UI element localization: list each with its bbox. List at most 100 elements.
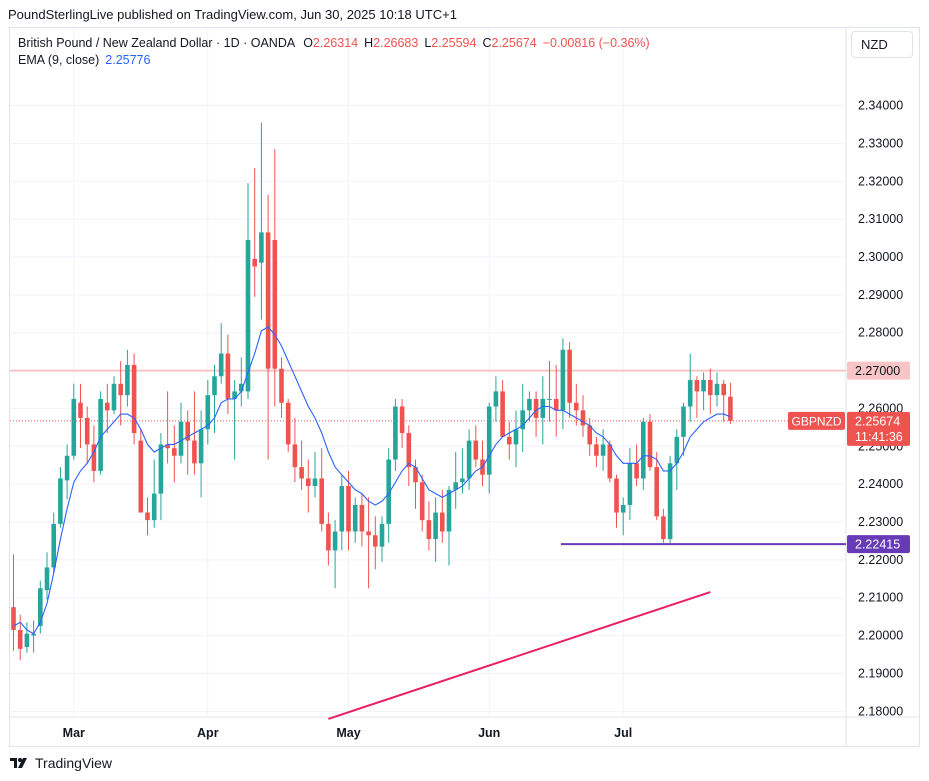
candle-body: [178, 421, 184, 456]
candle: [225, 334, 231, 415]
candle-body: [212, 376, 217, 396]
candle: [232, 380, 237, 460]
candle: [245, 183, 251, 399]
candle-body: [413, 467, 418, 483]
candle: [540, 376, 546, 445]
candle-body: [647, 421, 653, 468]
candle-body: [64, 455, 70, 481]
candle: [279, 357, 284, 418]
candle: [31, 620, 36, 653]
candle-body: [265, 232, 271, 369]
candle-body: [560, 349, 566, 411]
candle: [607, 440, 613, 483]
candle-body: [172, 448, 177, 456]
candle-body: [674, 436, 680, 464]
candle: [158, 433, 164, 521]
candle-body: [51, 523, 56, 568]
candle-body: [259, 232, 264, 263]
y-tick-label: 2.20000: [858, 629, 903, 643]
candle: [24, 622, 30, 653]
candle-body: [426, 520, 432, 540]
candle: [78, 383, 83, 449]
candle: [587, 417, 592, 456]
candle-body: [346, 486, 351, 532]
tradingview-logo[interactable]: TradingView: [10, 755, 112, 771]
candle: [165, 391, 170, 464]
candle: [312, 451, 318, 498]
close-value: 2.25674: [491, 36, 537, 50]
candle: [446, 486, 452, 566]
candle: [212, 364, 217, 434]
candle-body: [58, 478, 63, 524]
candle: [393, 398, 398, 471]
candle-body: [78, 402, 83, 418]
candle: [198, 410, 204, 498]
ema-layer: [13, 326, 731, 635]
candle: [453, 451, 458, 509]
candle: [51, 512, 56, 574]
candle-body: [252, 258, 257, 267]
candle: [500, 380, 505, 437]
candle: [547, 361, 552, 422]
candle-body: [453, 482, 458, 490]
candle: [486, 402, 492, 494]
ema-row[interactable]: EMA (9, close) 2.25776: [18, 52, 650, 69]
candle-body: [687, 380, 693, 407]
candle-body: [473, 440, 479, 460]
candle: [44, 552, 50, 600]
candle: [38, 580, 43, 634]
candle: [352, 497, 358, 543]
candle-body: [701, 380, 706, 392]
support-price-label-bg: [847, 535, 910, 554]
candle-body: [567, 349, 572, 403]
candle-body: [607, 444, 613, 479]
candle-body: [493, 391, 499, 407]
candle-body: [198, 429, 204, 464]
candle: [708, 368, 713, 415]
y-tick-label: 2.19000: [858, 666, 903, 680]
candle: [172, 425, 177, 483]
resistance-price-label: 2.27000: [855, 364, 900, 378]
candle: [614, 474, 619, 528]
candle-body: [11, 607, 16, 630]
candle-body: [111, 383, 117, 411]
candle-body: [446, 489, 452, 532]
candle: [433, 497, 438, 562]
candle: [366, 497, 371, 589]
low-value: 2.25594: [431, 36, 477, 50]
y-tick-label: 2.23000: [858, 515, 903, 529]
last-price-label: 2.25674: [855, 414, 900, 428]
y-tick-label: 2.30000: [858, 250, 903, 264]
change-value: −0.00816 (−0.36%): [542, 36, 650, 50]
candle-body: [694, 380, 700, 392]
candle: [145, 497, 150, 536]
high-label: H: [364, 36, 374, 50]
candle-body: [440, 512, 445, 532]
candle-body: [520, 410, 525, 430]
candle: [701, 372, 706, 411]
candle-body: [91, 444, 97, 471]
candle: [728, 382, 733, 424]
open-value: 2.26314: [312, 36, 359, 50]
candle: [259, 122, 264, 320]
ema-line: [13, 326, 731, 635]
y-tick-label: 2.21000: [858, 591, 903, 605]
candle: [299, 440, 304, 490]
candle: [419, 474, 425, 532]
candle-body: [245, 239, 251, 392]
support-price-label: 2.22415: [855, 538, 900, 552]
candle-body: [614, 478, 619, 513]
candle: [687, 353, 693, 422]
candle-body: [393, 406, 398, 460]
currency-button[interactable]: NZD: [851, 31, 913, 58]
candle: [473, 425, 479, 468]
candle: [527, 391, 532, 422]
candle-body: [433, 512, 438, 540]
candle: [105, 383, 110, 434]
y-tick-label: 2.24000: [858, 477, 903, 491]
low-label: L: [424, 36, 432, 50]
ohlc-row: British Pound / New Zealand Dollar · 1D …: [18, 35, 650, 52]
candle: [64, 444, 70, 500]
candle-body: [533, 398, 539, 418]
